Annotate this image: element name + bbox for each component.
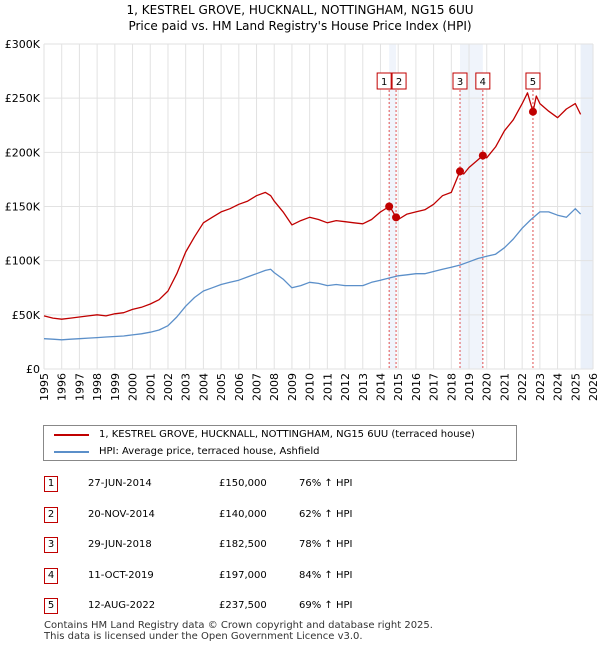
sale-number-badge: 3 bbox=[44, 537, 58, 553]
footer-licence: This data is licensed under the Open Gov… bbox=[44, 631, 363, 642]
legend-label-property: 1, KESTREL GROVE, HUCKNALL, NOTTINGHAM, … bbox=[99, 429, 475, 440]
x-tick-label: 2016 bbox=[410, 373, 423, 401]
sale-date: 20-NOV-2014 bbox=[88, 509, 155, 520]
x-tick-label: 2021 bbox=[498, 373, 511, 401]
sale-price: £197,000 bbox=[219, 570, 267, 581]
footer-attribution: Contains HM Land Registry data © Crown c… bbox=[44, 620, 433, 642]
sale-date: 12-AUG-2022 bbox=[88, 600, 156, 611]
y-tick-label: £0 bbox=[26, 363, 40, 376]
x-tick-label: 2009 bbox=[286, 373, 299, 401]
y-tick-label: £300K bbox=[5, 38, 41, 51]
legend-item-hpi: HPI: Average price, terraced house, Ashf… bbox=[44, 444, 514, 460]
y-tick-label: £100K bbox=[5, 255, 41, 268]
x-tick-label: 2019 bbox=[463, 373, 476, 401]
sale-date: 11-OCT-2019 bbox=[88, 570, 154, 581]
sale-price: £237,500 bbox=[219, 600, 267, 611]
sale-number-badge: 5 bbox=[44, 598, 58, 614]
sale-hpi-change: 69% ↑ HPI bbox=[299, 600, 353, 611]
x-tick-label: 2011 bbox=[321, 373, 334, 401]
sale-date: 27-JUN-2014 bbox=[88, 478, 152, 489]
sale-marker-label: 4 bbox=[480, 77, 486, 88]
x-tick-label: 2004 bbox=[197, 373, 210, 401]
legend-item-property: 1, KESTREL GROVE, HUCKNALL, NOTTINGHAM, … bbox=[44, 427, 514, 443]
sale-hpi-change: 84% ↑ HPI bbox=[299, 570, 353, 581]
y-tick-label: £250K bbox=[5, 92, 41, 105]
y-tick-label: £50K bbox=[12, 309, 41, 322]
y-tick-label: £200K bbox=[5, 146, 41, 159]
sale-number-badge: 2 bbox=[44, 507, 58, 523]
x-tick-label: 1998 bbox=[91, 373, 104, 401]
sale-marker-label: 2 bbox=[396, 77, 402, 88]
x-tick-label: 2005 bbox=[215, 373, 228, 401]
sale-marker-box bbox=[525, 72, 541, 90]
sale-point bbox=[385, 202, 394, 211]
sale-price: £140,000 bbox=[219, 509, 267, 520]
x-tick-label: 1999 bbox=[109, 373, 122, 401]
x-tick-label: 2018 bbox=[445, 373, 458, 401]
sale-point bbox=[528, 107, 537, 116]
x-tick-label: 2015 bbox=[392, 373, 405, 401]
legend-swatch-hpi bbox=[54, 451, 89, 453]
sale-price: £182,500 bbox=[219, 539, 267, 550]
sale-marker-box bbox=[452, 72, 468, 90]
sale-marker-box bbox=[475, 72, 491, 90]
x-tick-label: 1996 bbox=[56, 373, 69, 401]
x-tick-label: 2017 bbox=[428, 373, 441, 401]
x-tick-label: 2014 bbox=[374, 373, 387, 401]
legend-swatch-property bbox=[54, 434, 89, 436]
legend-label-hpi: HPI: Average price, terraced house, Ashf… bbox=[99, 446, 320, 457]
x-tick-label: 2010 bbox=[304, 373, 317, 401]
sale-price: £150,000 bbox=[219, 478, 267, 489]
sale-marker-box bbox=[376, 72, 392, 90]
sale-hpi-change: 62% ↑ HPI bbox=[299, 509, 353, 520]
x-tick-label: 2000 bbox=[127, 373, 140, 401]
sale-point bbox=[392, 213, 401, 222]
sale-hpi-change: 76% ↑ HPI bbox=[299, 478, 353, 489]
x-tick-label: 2025 bbox=[569, 373, 582, 401]
sale-point bbox=[456, 167, 465, 176]
sale-marker-label: 5 bbox=[530, 77, 536, 88]
sale-marker-label: 1 bbox=[381, 77, 387, 88]
chart-title: 1, KESTREL GROVE, HUCKNALL, NOTTINGHAM, … bbox=[126, 3, 474, 17]
x-tick-label: 2026 bbox=[587, 373, 600, 401]
x-tick-label: 1997 bbox=[73, 373, 86, 401]
x-tick-label: 2012 bbox=[339, 373, 352, 401]
legend: 1, KESTREL GROVE, HUCKNALL, NOTTINGHAM, … bbox=[43, 425, 517, 461]
hpi-line bbox=[43, 208, 582, 341]
chart-subtitle: Price paid vs. HM Land Registry's House … bbox=[128, 19, 472, 33]
sale-date: 29-JUN-2018 bbox=[88, 539, 152, 550]
sale-point bbox=[478, 151, 487, 160]
x-tick-label: 2003 bbox=[180, 373, 193, 401]
property-price-line bbox=[43, 92, 582, 320]
x-tick-label: 2008 bbox=[268, 373, 281, 401]
x-tick-label: 2001 bbox=[144, 373, 157, 401]
x-tick-label: 1995 bbox=[38, 373, 51, 401]
x-tick-label: 2020 bbox=[481, 373, 494, 401]
sale-number-badge: 4 bbox=[44, 568, 58, 584]
x-tick-label: 2006 bbox=[233, 373, 246, 401]
sale-hpi-change: 78% ↑ HPI bbox=[299, 539, 353, 550]
x-tick-label: 2013 bbox=[357, 373, 370, 401]
x-tick-label: 2022 bbox=[516, 373, 529, 401]
x-tick-label: 2007 bbox=[251, 373, 264, 401]
x-tick-label: 2002 bbox=[162, 373, 175, 401]
x-tick-label: 2024 bbox=[552, 373, 565, 401]
sale-marker-box bbox=[391, 72, 407, 90]
footer-copyright: Contains HM Land Registry data © Crown c… bbox=[44, 620, 433, 631]
y-tick-label: £150K bbox=[5, 201, 41, 214]
sale-marker-label: 3 bbox=[457, 77, 463, 88]
sale-number-badge: 1 bbox=[44, 476, 58, 492]
x-tick-label: 2023 bbox=[534, 373, 547, 401]
